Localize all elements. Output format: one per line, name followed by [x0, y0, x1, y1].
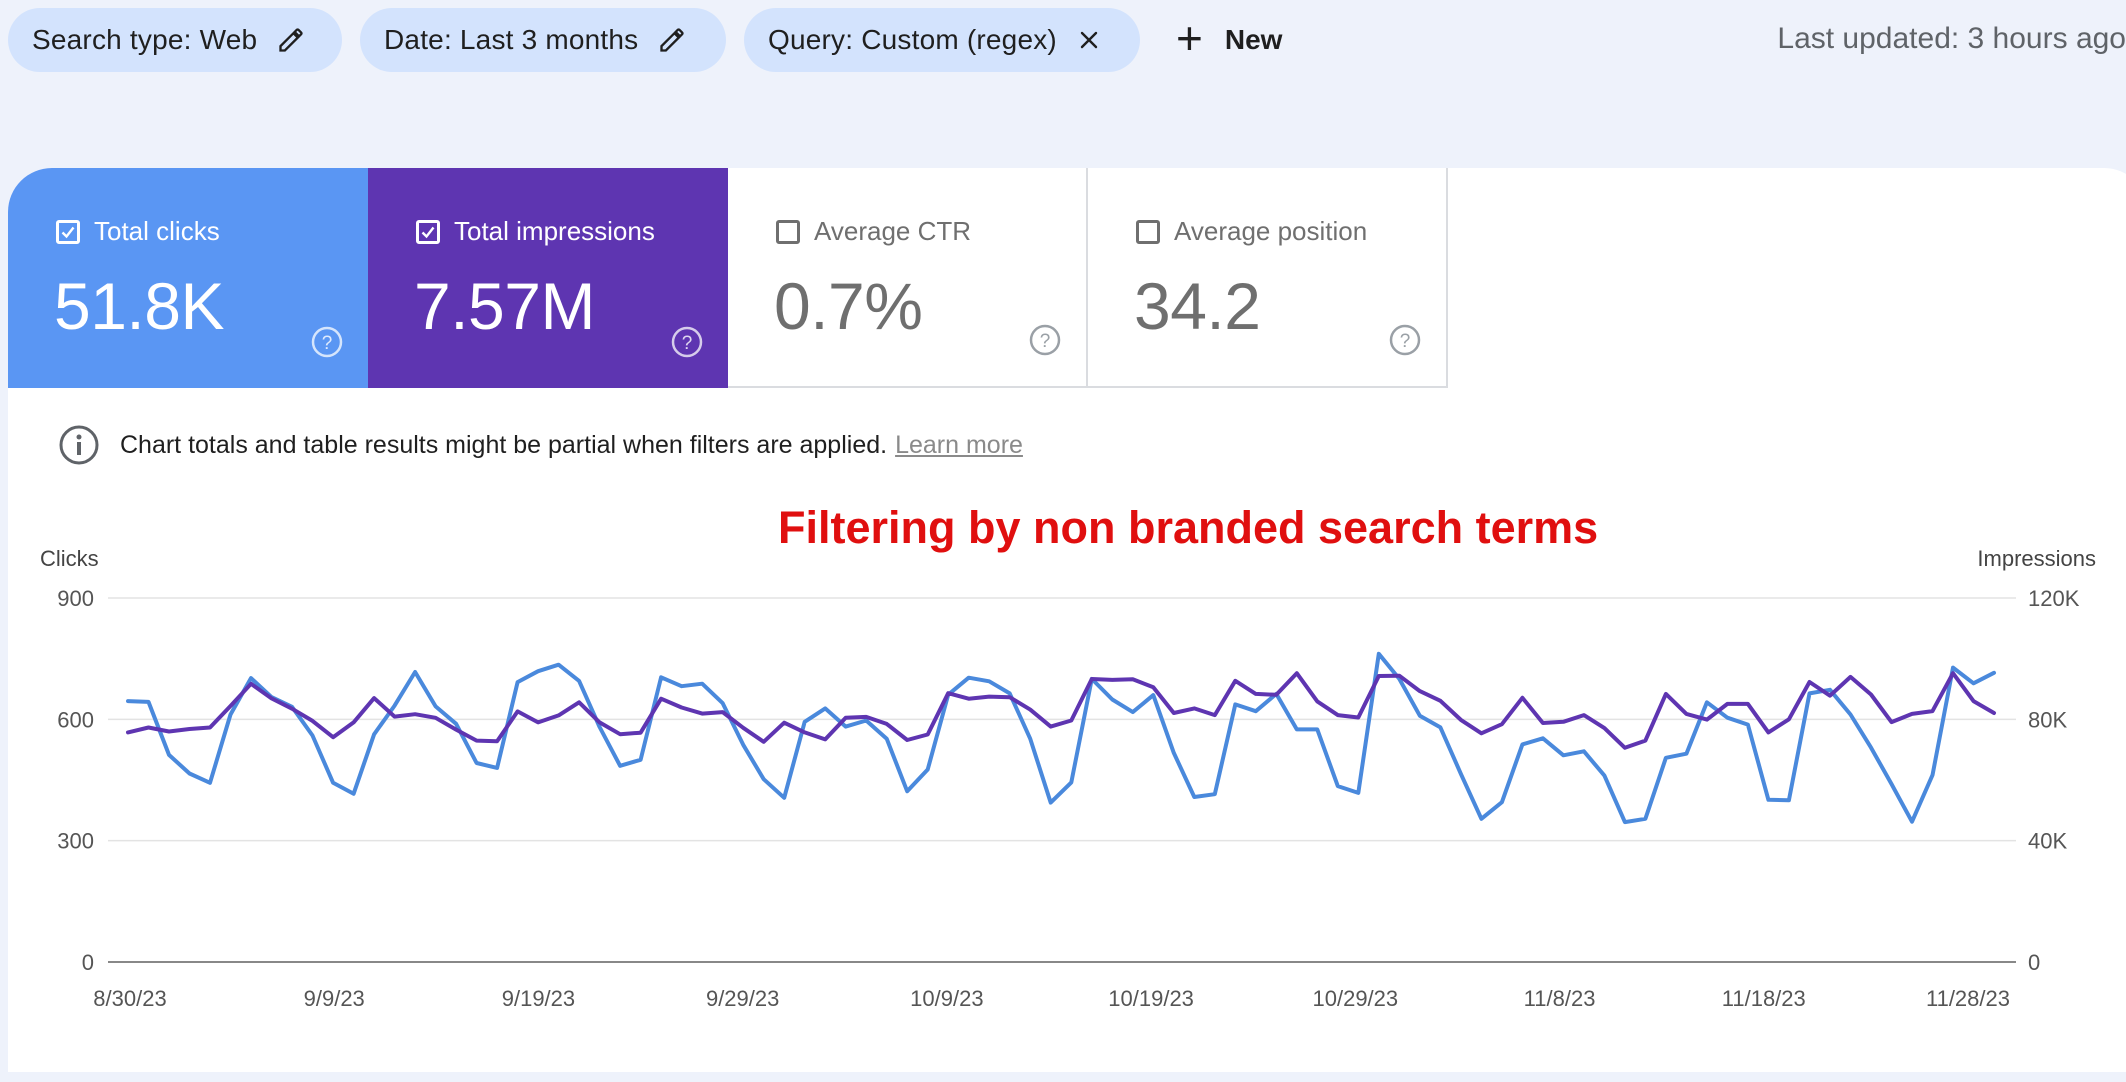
clicks-series-line [126, 651, 1996, 825]
checkbox-unchecked-icon[interactable] [1136, 219, 1160, 244]
help-icon[interactable]: ? [670, 325, 704, 364]
filter-chip-search-type[interactable]: Search type: Web [8, 8, 342, 72]
left-tick-label: 900 [57, 586, 94, 611]
metric-label: Average position [1174, 216, 1368, 246]
x-tick-label: 10/19/23 [1108, 986, 1194, 1011]
annotation-text: Filtering by non branded search terms [778, 502, 1599, 553]
pencil-icon[interactable] [658, 26, 686, 54]
checkbox-checked-icon[interactable] [56, 219, 80, 244]
left-tick-label: 600 [57, 707, 94, 732]
learn-more-link[interactable]: Learn more [895, 430, 1023, 459]
metric-value: 34.2 [1134, 269, 1261, 343]
metric-label: Total clicks [94, 216, 220, 246]
checkbox-checked-icon[interactable] [416, 219, 440, 244]
metric-label: Average CTR [814, 216, 972, 246]
performance-chart: Clicks Impressions 0 0 300 40K 600 80K 900 120K 8/… [40, 546, 2096, 1011]
metric-value: 0.7% [774, 269, 923, 343]
checkbox-unchecked-icon[interactable] [776, 219, 800, 244]
close-icon[interactable] [1077, 28, 1101, 52]
left-axis-title: Clicks [40, 546, 99, 571]
filter-chip-search-type-label: Search type: Web [32, 24, 258, 55]
right-tick-label: 40K [2028, 829, 2067, 854]
help-icon[interactable]: ? [1028, 323, 1062, 362]
impressions-series-line [126, 671, 1996, 750]
x-tick-label: 10/29/23 [1313, 986, 1399, 1011]
svg-text:?: ? [322, 333, 333, 354]
help-icon[interactable]: ? [310, 325, 344, 364]
metric-label: Total impressions [454, 216, 655, 246]
notice-text: Chart totals and table results might be … [120, 430, 888, 459]
partial-data-notice: Chart totals and table results might be … [58, 424, 1023, 466]
plus-icon: + [1176, 12, 1203, 64]
right-tick-label: 80K [2028, 707, 2067, 732]
performance-panel: Total clicks 51.8K ? Total impressions 7… [8, 168, 2126, 1072]
filter-chip-query-label: Query: Custom (regex) [768, 24, 1057, 55]
metric-value: 51.8K [54, 269, 224, 343]
right-tick-label: 0 [2028, 950, 2040, 975]
x-tick-label: 9/9/23 [304, 986, 365, 1011]
metric-card-total-impressions[interactable]: Total impressions 7.57M ? [368, 168, 728, 388]
pencil-icon[interactable] [277, 26, 305, 54]
left-tick-label: 0 [82, 950, 94, 975]
x-tick-label: 10/9/23 [910, 986, 983, 1011]
x-tick-label: 8/30/23 [93, 986, 166, 1011]
metric-card-average-ctr[interactable]: Average CTR 0.7% ? [728, 168, 1088, 388]
svg-text:?: ? [1040, 331, 1051, 352]
right-tick-label: 120K [2028, 586, 2080, 611]
filter-chip-date-label: Date: Last 3 months [384, 24, 639, 55]
left-tick-label: 300 [57, 829, 94, 854]
x-tick-label: 9/29/23 [706, 986, 779, 1011]
x-tick-label: 11/8/23 [1524, 986, 1596, 1011]
x-tick-label: 11/28/23 [1926, 986, 2010, 1011]
new-filter-label: New [1224, 24, 1283, 55]
svg-text:?: ? [1400, 331, 1411, 352]
new-filter-button[interactable]: + New [1176, 8, 1282, 72]
help-icon[interactable]: ? [1388, 323, 1422, 362]
x-tick-label: 11/18/23 [1722, 986, 1806, 1011]
metric-card-average-position[interactable]: Average position 34.2 ? [1088, 168, 1448, 388]
metric-value: 7.57M [414, 269, 595, 343]
filter-chip-date[interactable]: Date: Last 3 months [360, 8, 726, 72]
x-tick-label: 9/19/23 [502, 986, 575, 1011]
svg-text:?: ? [682, 333, 693, 354]
last-updated-text: Last updated: 3 hours ago [1777, 22, 2126, 55]
right-axis-title: Impressions [1977, 546, 2096, 571]
filter-chip-query[interactable]: Query: Custom (regex) [744, 8, 1140, 72]
info-icon [58, 424, 100, 466]
metric-card-total-clicks[interactable]: Total clicks 51.8K ? [8, 168, 368, 388]
